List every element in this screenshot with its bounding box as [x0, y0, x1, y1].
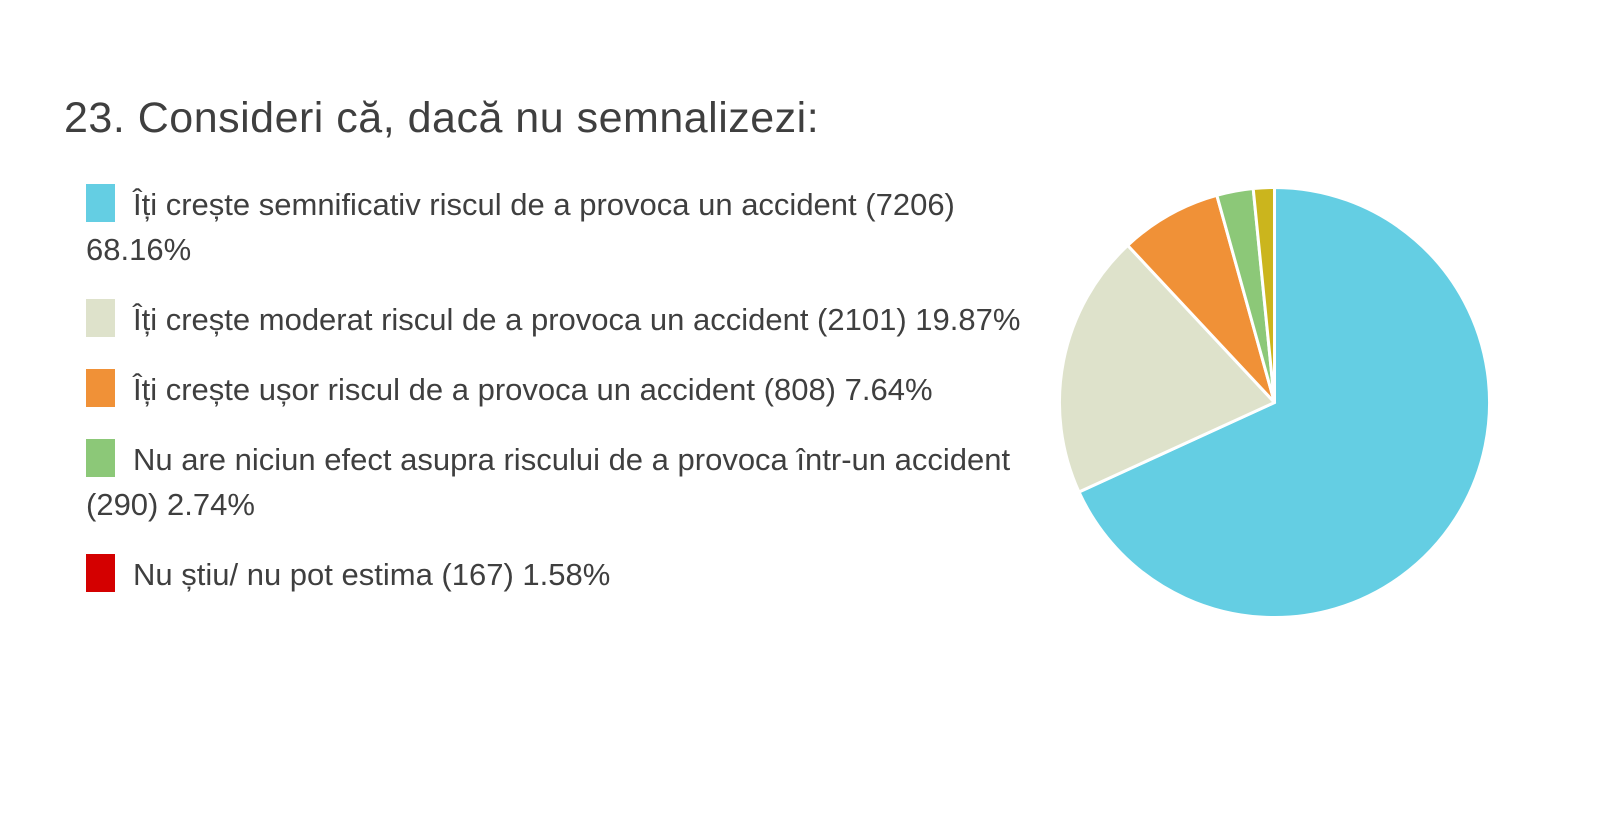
- legend-item-label: Îți crește semnificativ riscul de a prov…: [86, 187, 955, 267]
- pie-slice-0: [1077, 185, 1492, 620]
- legend-swatch-green: [86, 439, 115, 477]
- legend-item: Îți crește semnificativ riscul de a prov…: [86, 182, 1041, 272]
- legend-item: Îți crește moderat riscul de a provoca u…: [86, 297, 1041, 342]
- legend-swatch-blue: [86, 184, 115, 222]
- pie-slice-2: [1126, 193, 1277, 405]
- legend-swatch-orange: [86, 369, 115, 407]
- chart-legend: Îți crește semnificativ riscul de a prov…: [86, 182, 1041, 622]
- legend-item: Îți crește ușor riscul de a provoca un a…: [86, 367, 1041, 412]
- legend-item-label: Îți crește moderat riscul de a provoca u…: [133, 302, 1021, 337]
- legend-item: Nu știu/ nu pot estima (167) 1.58%: [86, 552, 1041, 597]
- legend-item: Nu are niciun efect asupra riscului de a…: [86, 437, 1041, 527]
- legend-swatch-red: [86, 554, 115, 592]
- pie-chart: [1053, 181, 1496, 624]
- legend-swatch-beige: [86, 299, 115, 337]
- pie-chart-svg: [1058, 185, 1492, 620]
- legend-item-label: Nu știu/ nu pot estima (167) 1.58%: [133, 557, 611, 592]
- pie-slice-4: [1251, 185, 1277, 405]
- legend-item-label: Nu are niciun efect asupra riscului de a…: [86, 442, 1011, 522]
- pie-slice-1: [1058, 243, 1277, 494]
- question-title: 23. Consideri că, dacă nu semnalizezi:: [64, 94, 820, 142]
- legend-item-label: Îți crește ușor riscul de a provoca un a…: [133, 372, 933, 407]
